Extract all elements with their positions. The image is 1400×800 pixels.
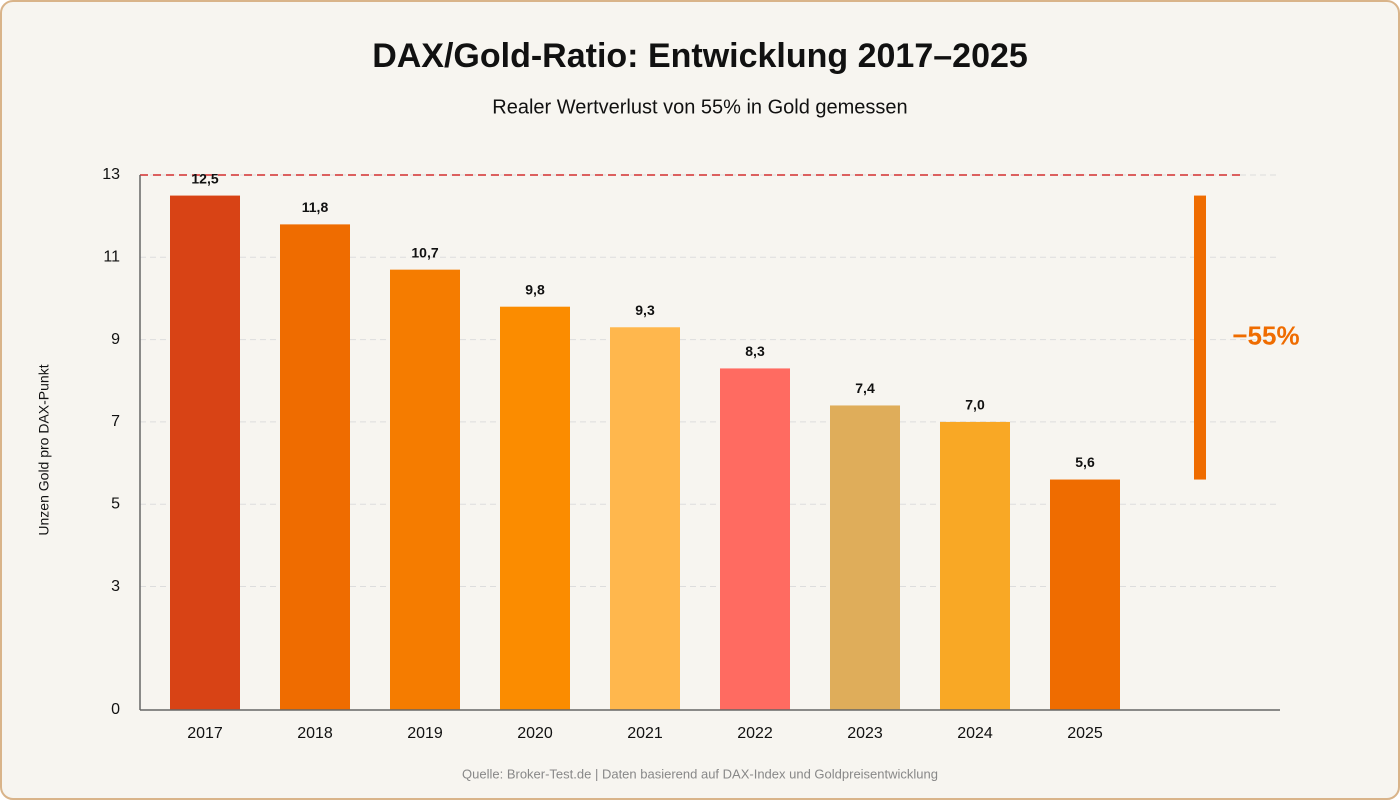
bar bbox=[390, 269, 460, 710]
value-label: 7,0 bbox=[965, 397, 985, 413]
y-tick-label: 9 bbox=[111, 331, 120, 348]
change-bracket bbox=[1194, 195, 1206, 480]
y-tick-label: 7 bbox=[111, 413, 120, 430]
y-tick-label: 3 bbox=[111, 578, 120, 595]
x-tick-label: 2018 bbox=[297, 725, 333, 742]
bar bbox=[1050, 479, 1120, 710]
bar bbox=[280, 224, 350, 710]
value-label: 12,5 bbox=[191, 170, 218, 186]
value-label: 5,6 bbox=[1075, 454, 1095, 470]
x-tick-label: 2023 bbox=[847, 725, 883, 742]
bar bbox=[170, 195, 240, 711]
value-label: 7,4 bbox=[855, 380, 875, 396]
value-label: 9,3 bbox=[635, 302, 655, 318]
x-tick-label: 2020 bbox=[517, 725, 553, 742]
y-tick-label: 0 bbox=[111, 701, 120, 718]
bar bbox=[940, 421, 1010, 710]
y-tick-label: 13 bbox=[102, 166, 120, 183]
x-tick-label: 2019 bbox=[407, 725, 443, 742]
change-label: −55% bbox=[1232, 320, 1299, 350]
x-tick-label: 2017 bbox=[187, 725, 223, 742]
y-tick-label: 5 bbox=[111, 495, 120, 512]
x-tick-label: 2025 bbox=[1067, 725, 1103, 742]
value-label: 9,8 bbox=[525, 281, 545, 297]
y-tick-label: 11 bbox=[103, 249, 120, 266]
bar bbox=[720, 368, 790, 710]
value-label: 11,8 bbox=[302, 199, 329, 215]
chart-title: DAX/Gold-Ratio: Entwicklung 2017–2025 bbox=[372, 37, 1028, 75]
value-label: 8,3 bbox=[745, 343, 765, 359]
x-tick-label: 2024 bbox=[957, 725, 993, 742]
bar bbox=[610, 327, 680, 710]
chart-subtitle: Realer Wertverlust von 55% in Gold gemes… bbox=[492, 96, 907, 118]
y-axis-label: Unzen Gold pro DAX-Punkt bbox=[36, 364, 52, 535]
bar bbox=[830, 405, 900, 710]
source-note: Quelle: Broker-Test.de | Daten basierend… bbox=[462, 766, 938, 781]
x-tick-label: 2021 bbox=[627, 725, 663, 742]
bar bbox=[500, 306, 570, 710]
value-label: 10,7 bbox=[411, 244, 438, 260]
x-tick-label: 2022 bbox=[737, 725, 773, 742]
